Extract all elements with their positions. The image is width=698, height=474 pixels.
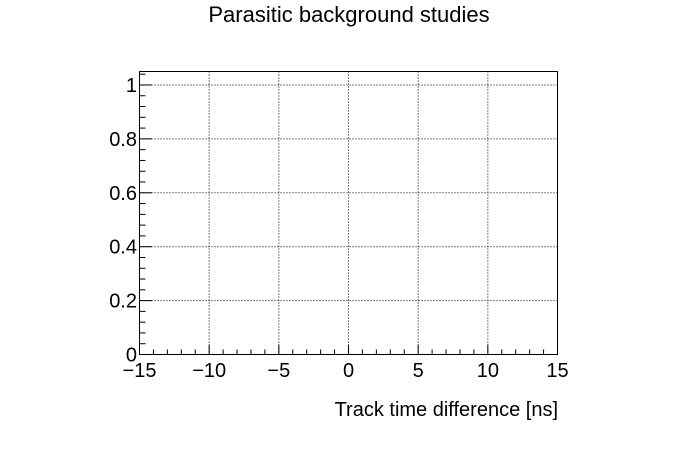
y-tick-labels: 0 0.2 0.4 0.6 0.8 1 (109, 75, 137, 367)
plot-frame (139, 71, 558, 355)
y-tick-label: 0 (126, 345, 137, 367)
x-tick-label: −10 (192, 360, 226, 382)
y-tick-label: 0.8 (109, 129, 137, 151)
y-tick-label: 1 (126, 75, 137, 97)
x-tick-label: 5 (413, 360, 424, 382)
x-tick-labels: −15 −10 −5 0 5 10 15 (123, 360, 569, 382)
grid-lines (139, 71, 558, 355)
x-tick-label: −15 (123, 360, 157, 382)
x-tick-label: 0 (343, 360, 354, 382)
y-tick-label: 0.4 (109, 237, 137, 259)
x-axis-label: Track time difference [ns] (335, 399, 558, 421)
x-tick-label: −5 (267, 360, 290, 382)
y-tick-label: 0.6 (109, 183, 137, 205)
y-tick-label: 0.2 (109, 291, 137, 313)
chart-title: Parasitic background studies (208, 2, 490, 27)
x-tick-label: 15 (546, 360, 568, 382)
x-tick-label: 10 (477, 360, 499, 382)
